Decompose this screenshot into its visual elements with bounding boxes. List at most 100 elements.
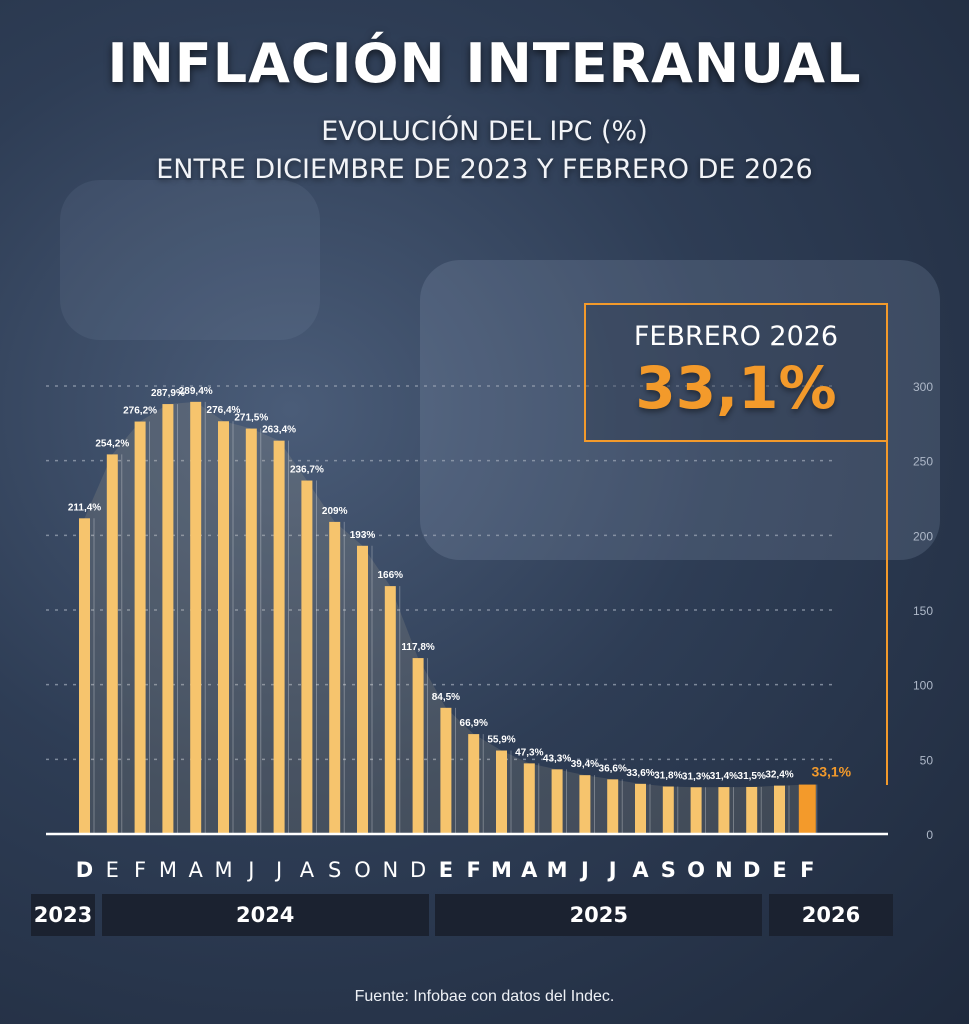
- data-label: 33,6%: [626, 768, 654, 779]
- x-tick-label: A: [300, 858, 315, 882]
- x-tick-label: J: [274, 858, 282, 882]
- data-label: 254,2%: [95, 438, 129, 449]
- y-tick-label: 200: [913, 529, 933, 543]
- data-label: 32,4%: [765, 770, 793, 781]
- x-tick-label: O: [687, 858, 705, 882]
- data-label: 47,3%: [515, 747, 543, 758]
- bar: [79, 518, 90, 834]
- data-label: 209%: [322, 506, 348, 517]
- bar: [162, 404, 174, 834]
- data-label: 263,4%: [262, 425, 296, 436]
- year-label-2025: 2025: [435, 894, 763, 936]
- data-label: 33,1%: [811, 764, 851, 780]
- x-tick-label: E: [772, 858, 786, 882]
- data-label: 39,4%: [571, 759, 599, 770]
- bar: [329, 521, 341, 834]
- data-label: 289,4%: [179, 386, 213, 397]
- bar: [579, 775, 591, 834]
- x-tick-label: J: [607, 858, 617, 882]
- data-label: 31,3%: [682, 771, 710, 782]
- x-tick-label: E: [439, 858, 453, 882]
- y-tick-label: 100: [913, 679, 933, 693]
- bar: [106, 454, 118, 834]
- x-tick-label: N: [382, 858, 398, 882]
- x-tick-label: D: [743, 858, 760, 882]
- bar: [551, 769, 563, 834]
- data-label: 31,5%: [738, 771, 766, 782]
- data-label: 66,9%: [460, 718, 488, 729]
- bar: [662, 786, 674, 834]
- callout-value: 33,1%: [635, 354, 837, 422]
- y-tick-label: 150: [913, 604, 933, 618]
- bar: [746, 786, 758, 834]
- y-tick-label: 250: [913, 455, 933, 469]
- source-note: Fuente: Infobae con datos del Indec.: [354, 988, 615, 1005]
- x-tick-label: A: [632, 858, 649, 882]
- x-tick-label: S: [328, 858, 341, 882]
- chart-title: INFLACIÓN INTERANUAL: [107, 32, 862, 95]
- bar: [468, 734, 480, 834]
- data-label: 287,9%: [151, 388, 185, 399]
- y-tick-label: 50: [920, 753, 934, 767]
- x-tick-label: M: [214, 858, 232, 882]
- bar: [523, 763, 535, 834]
- bar: [134, 421, 146, 834]
- background-decoration: [60, 180, 320, 340]
- x-tick-label: J: [579, 858, 589, 882]
- x-tick-label: D: [410, 858, 426, 882]
- data-label: 236,7%: [290, 465, 324, 476]
- year-label-2024: 2024: [101, 894, 429, 936]
- data-label: 84,5%: [432, 692, 460, 703]
- x-tick-label: A: [521, 858, 538, 882]
- data-label: 276,2%: [123, 406, 157, 417]
- bar: [218, 421, 229, 834]
- bar: [273, 440, 285, 834]
- x-tick-label: F: [800, 858, 814, 882]
- bar: [774, 785, 785, 834]
- data-label: 276,4%: [207, 405, 241, 416]
- callout-label: FEBRERO 2026: [633, 321, 839, 352]
- bar: [357, 545, 368, 834]
- bar: [718, 787, 730, 834]
- data-label: 36,6%: [599, 763, 627, 774]
- chart-subtitle-range: ENTRE DICIEMBRE DE 2023 Y FEBRERO DE 202…: [156, 154, 813, 185]
- x-tick-label: F: [467, 858, 481, 882]
- x-tick-label: A: [189, 858, 204, 882]
- x-tick-label: E: [106, 858, 119, 882]
- x-tick-label: M: [547, 858, 568, 882]
- bar: [301, 480, 313, 834]
- area-shade: [79, 401, 808, 834]
- bar: [635, 783, 646, 834]
- bar: [607, 779, 619, 834]
- bar-chart: 0 50 100 150 200 250 300 211,4% D 254,2% E 276,2% F 2…: [46, 380, 934, 882]
- data-label: 55,9%: [487, 735, 515, 746]
- year-label-2023: 2023: [31, 894, 95, 936]
- y-tick-label: 0: [926, 828, 933, 842]
- x-tick-label: J: [246, 858, 254, 882]
- y-tick-label: 300: [913, 380, 933, 394]
- x-tick-label: S: [661, 858, 676, 882]
- data-label: 117,8%: [401, 642, 434, 653]
- data-label: 31,4%: [710, 771, 738, 782]
- data-label: 43,3%: [543, 753, 571, 764]
- bar: [384, 586, 396, 834]
- bar: [496, 750, 507, 834]
- bar: [190, 401, 202, 834]
- bar: [798, 784, 816, 834]
- x-tick-label: D: [76, 858, 93, 882]
- x-tick-label: F: [134, 858, 146, 882]
- chart-subtitle: EVOLUCIÓN DEL IPC (%): [321, 116, 648, 147]
- x-tick-label: O: [354, 858, 371, 882]
- data-label: 271,5%: [234, 413, 268, 424]
- data-label: 211,4%: [68, 502, 101, 513]
- bar: [690, 787, 702, 834]
- callout-connector: [886, 441, 888, 785]
- data-label: 166%: [378, 570, 404, 581]
- highlight-callout: FEBRERO 2026 33,1%: [584, 303, 888, 442]
- year-label-2026: 2026: [769, 894, 893, 936]
- x-tick-label: M: [159, 858, 177, 882]
- data-label: 31,8%: [654, 771, 682, 782]
- bar: [245, 428, 257, 834]
- bar: [440, 707, 452, 834]
- x-tick-label: M: [491, 858, 512, 882]
